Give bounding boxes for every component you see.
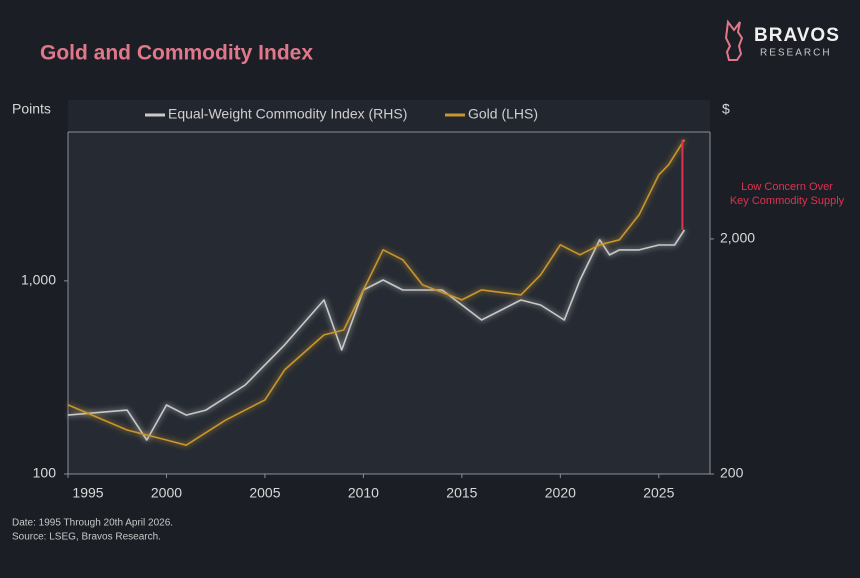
chart-title: Gold and Commodity Index [40, 42, 313, 65]
x-tick-label: 1995 [72, 485, 103, 501]
brand-name: BRAVOS [754, 25, 840, 46]
plot-area [68, 132, 710, 474]
y-tick-label: 100 [33, 465, 57, 481]
series-line [67, 229, 686, 441]
logo-icon [724, 19, 744, 61]
x-tick-label: 2025 [643, 485, 674, 501]
legend-label: Equal-Weight Commodity Index (RHS) [168, 106, 407, 122]
x-tick-label: 2000 [151, 485, 182, 501]
x-tick-label: 2015 [446, 485, 477, 501]
annotation: Low Concern Over [741, 181, 833, 193]
brand-sub: RESEARCH [760, 48, 832, 59]
y2-axis-label: $ [722, 101, 730, 117]
y2-tick-label: 2,000 [720, 230, 755, 246]
y-tick-label: 1,000 [21, 272, 56, 288]
series-line [67, 139, 686, 446]
x-tick-label: 2005 [249, 485, 280, 501]
x-tick-label: 2010 [348, 485, 379, 501]
x-tick-label: 2020 [545, 485, 576, 501]
footnote: Source: LSEG, Bravos Research. [12, 532, 161, 543]
legend-label: Gold (LHS) [468, 106, 538, 122]
footnote: Date: 1995 Through 20th April 2026. [12, 518, 173, 529]
legend-band [68, 100, 710, 132]
y2-tick-label: 200 [720, 465, 744, 481]
logo: BRAVOS RESEARCH [724, 19, 840, 61]
y-axis-label: Points [12, 101, 51, 117]
annotation: Key Commodity Supply [730, 195, 845, 207]
